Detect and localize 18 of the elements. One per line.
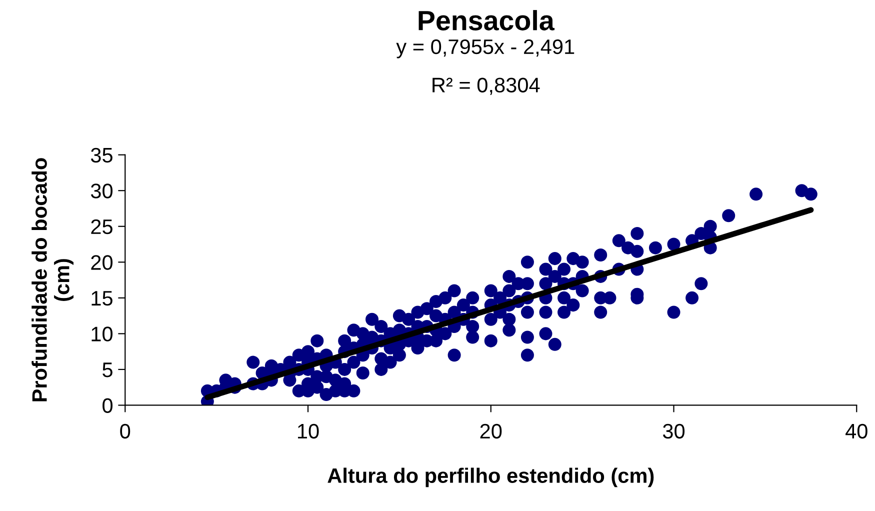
y-axis-title: Profundidade do bocado (cm) — [32, 158, 74, 402]
chart-subtitle: y = 0,7955x - 2,491 — [396, 39, 574, 58]
x-tick-label: 20 — [480, 424, 502, 439]
y-tick-label: 30 — [90, 184, 113, 198]
x-tick-label: 0 — [120, 424, 130, 439]
x-axis-title: Altura do perfilho estendido (cm) — [328, 468, 654, 488]
x-tick-label: 10 — [298, 424, 319, 439]
chart-title: Pensacola — [418, 10, 555, 30]
x-tick-label: 40 — [846, 424, 868, 439]
y-tick-label: 25 — [91, 219, 112, 234]
y-tick-label: 0 — [102, 398, 113, 413]
y-tick-label: 20 — [91, 255, 113, 270]
y-tick-label: 10 — [92, 326, 113, 342]
y-tick-label: 5 — [102, 362, 112, 378]
text: R² = 0,8304 — [432, 78, 540, 95]
y-tick-label: 15 — [92, 291, 112, 306]
y-tick-label: 35 — [90, 148, 112, 163]
x-tick-label: 30 — [662, 424, 685, 439]
